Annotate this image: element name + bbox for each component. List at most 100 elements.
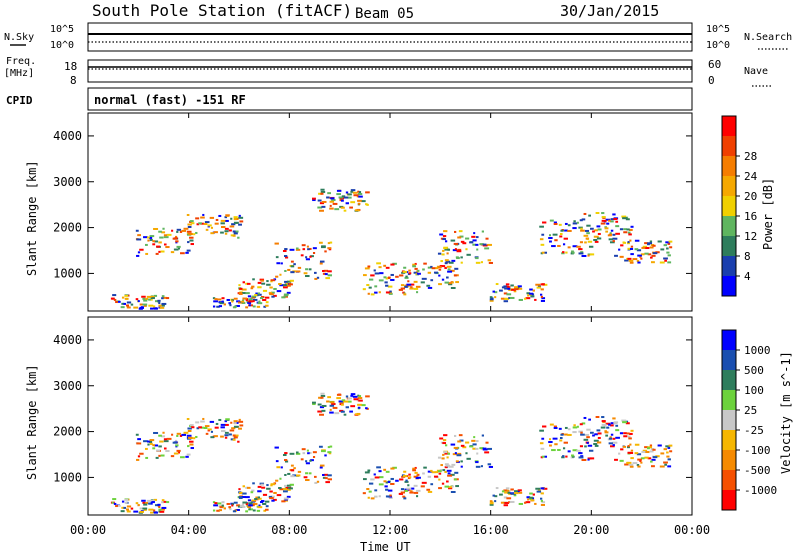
power-echo	[257, 286, 262, 289]
power-echo	[487, 259, 492, 262]
noise-tick-right-low: 10^0	[706, 40, 730, 51]
power-echo	[148, 298, 151, 301]
colorbar-segment	[722, 470, 736, 490]
nsearch-label: N.Search	[744, 32, 792, 43]
velocity-echo	[637, 458, 642, 461]
velocity-echo	[666, 455, 670, 458]
power-echo	[460, 261, 463, 264]
power-echo	[529, 293, 532, 296]
velocity-echo	[195, 421, 200, 424]
power-echo	[248, 298, 253, 301]
velocity-echo	[251, 489, 255, 492]
velocity-echo	[542, 425, 547, 428]
velocity-echo	[198, 426, 202, 429]
velocity-echo	[362, 492, 366, 495]
velocity-echo	[629, 451, 634, 454]
power-echo	[632, 258, 638, 261]
velocity-echo	[605, 422, 611, 425]
power-echo	[652, 244, 656, 247]
power-echo	[640, 257, 643, 260]
power-echo	[579, 241, 583, 244]
velocity-echo	[237, 440, 240, 443]
power-echo	[270, 279, 276, 282]
power-echo	[136, 254, 140, 257]
power-echo	[152, 240, 155, 243]
power-echo	[257, 281, 262, 284]
velocity-echo	[594, 444, 599, 447]
velocity-echo	[239, 491, 243, 494]
velocity-echo	[583, 438, 589, 441]
power-echo	[368, 286, 372, 289]
velocity-echo	[189, 440, 194, 443]
power-echo	[649, 246, 654, 249]
power-echo	[150, 297, 155, 300]
velocity-echo	[289, 483, 294, 486]
power-echo	[610, 229, 614, 232]
power-echo	[233, 221, 239, 224]
power-echo	[263, 305, 267, 308]
power-echo	[130, 303, 134, 306]
velocity-echo	[230, 421, 233, 424]
velocity-echo	[357, 397, 363, 400]
power-echo	[189, 239, 194, 242]
power-echo	[159, 306, 165, 309]
velocity-echo	[136, 458, 140, 461]
x-axis-ticks: 00:00 04:00 08:00 12:00 16:00 20:00 00:00	[70, 113, 710, 537]
power-echo	[446, 276, 449, 279]
velocity-echo	[475, 447, 479, 450]
velocity-echo	[630, 449, 634, 452]
velocity-echo	[224, 434, 229, 437]
colorbar-label: -25	[744, 424, 764, 437]
velocity-echo	[572, 431, 577, 434]
power-echo	[133, 306, 139, 309]
velocity-echo	[111, 501, 114, 504]
power-echo	[430, 265, 433, 268]
power-echo	[562, 251, 565, 254]
power-echo	[317, 206, 323, 209]
power-echo	[340, 206, 345, 209]
velocity-echo	[412, 469, 417, 472]
velocity-echo	[374, 489, 378, 492]
velocity-echo	[204, 425, 210, 428]
power-echo	[366, 284, 370, 287]
velocity-echo	[365, 395, 370, 398]
power-echo	[204, 221, 210, 224]
power-echo	[365, 203, 368, 206]
colorbar-label: 28	[744, 150, 757, 163]
power-echo	[281, 296, 286, 299]
velocity-echo	[126, 510, 131, 513]
velocity-echo	[595, 416, 600, 419]
velocity-echo	[312, 403, 316, 406]
velocity-echo	[133, 510, 139, 513]
power-echo	[152, 243, 156, 246]
velocity-echo	[604, 431, 609, 434]
velocity-echo	[252, 502, 258, 505]
power-echo	[507, 287, 511, 290]
velocity-echo	[457, 440, 462, 443]
power-echo	[423, 262, 427, 265]
power-echo	[581, 218, 586, 221]
power-echo	[142, 297, 145, 300]
velocity-echo	[347, 400, 352, 403]
velocity-echo	[307, 452, 310, 455]
velocity-echo	[454, 434, 457, 437]
power-echo	[200, 216, 205, 219]
velocity-echo	[636, 453, 642, 456]
power-echo	[536, 286, 542, 289]
velocity-echo	[663, 461, 668, 464]
velocity-echo	[305, 479, 310, 482]
power-echo	[327, 270, 332, 273]
power-echo	[319, 260, 325, 263]
velocity-echo	[364, 471, 370, 474]
noise-marks	[88, 33, 692, 43]
velocity-echo	[438, 478, 441, 481]
velocity-echo	[118, 504, 121, 507]
power-echo	[627, 231, 631, 234]
velocity-echo	[403, 497, 407, 500]
velocity-echo	[484, 451, 490, 454]
power-echo	[301, 244, 306, 247]
power-echo	[387, 285, 393, 288]
velocity-echo	[329, 411, 334, 414]
power-echo	[327, 274, 333, 277]
